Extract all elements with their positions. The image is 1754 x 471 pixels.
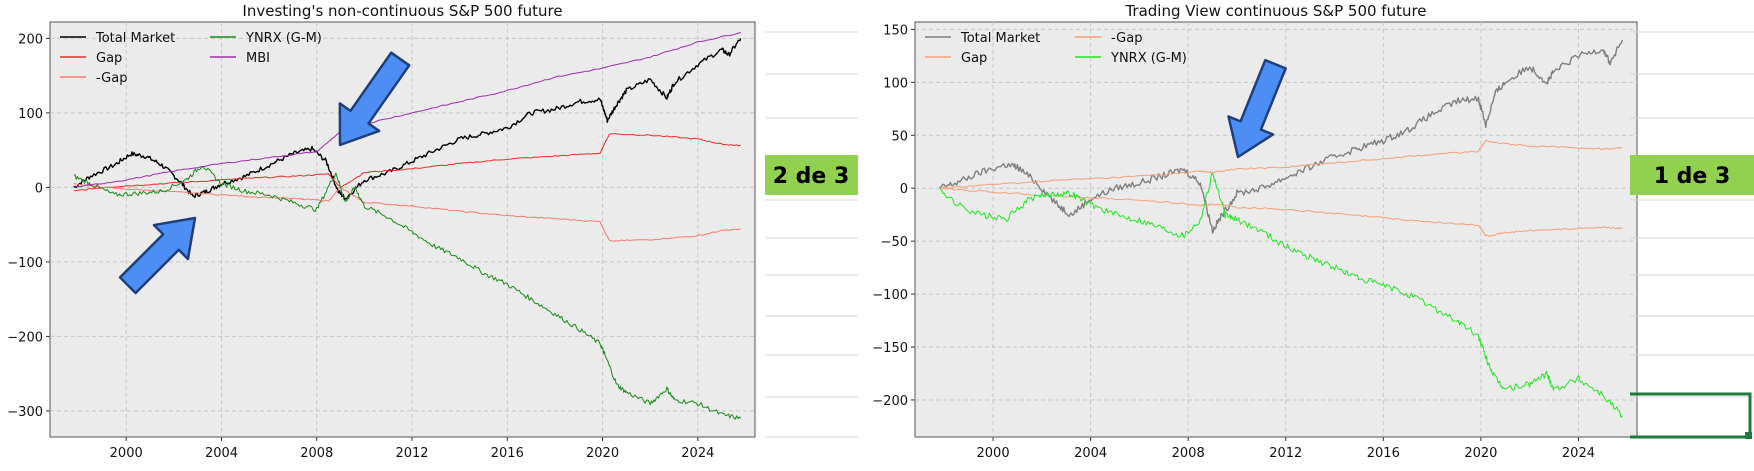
- y-tick-label: −300: [7, 405, 43, 420]
- badge-right: 1 de 3: [1654, 164, 1731, 189]
- series-line-3: [73, 182, 741, 242]
- y-tick-label: −100: [872, 288, 908, 303]
- x-tick-label: 2008: [300, 446, 333, 461]
- legend-label: -Gap: [1111, 31, 1142, 46]
- legend-label: Gap: [96, 51, 122, 66]
- x-tick-label: 2004: [1074, 446, 1107, 461]
- x-tick-label: 2000: [977, 446, 1010, 461]
- y-tick-label: 0: [35, 181, 43, 196]
- badge-left: 2 de 3: [773, 164, 850, 189]
- series-line-2: [73, 133, 741, 192]
- legend-label: Total Market: [95, 31, 175, 46]
- legend-label: YNRX (G-M): [1110, 51, 1187, 66]
- chart-title: Trading View continuous S&P 500 future: [1124, 2, 1426, 20]
- plot-area: [49, 21, 756, 438]
- legend-label: Total Market: [960, 31, 1040, 46]
- x-tick-label: 2012: [395, 446, 428, 461]
- x-tick-label: 2000: [110, 446, 143, 461]
- series-line-2: [939, 139, 1623, 189]
- series-line-1: [938, 39, 1624, 234]
- y-tick-label: −200: [7, 330, 43, 345]
- arrow-icon: [1227, 58, 1287, 159]
- y-tick-label: 100: [18, 107, 43, 122]
- x-tick-label: 2012: [1269, 446, 1302, 461]
- series-line-4: [938, 172, 1623, 418]
- arrow-shape: [118, 216, 197, 295]
- y-tick-label: −50: [881, 235, 908, 250]
- y-tick-label: 0: [900, 182, 908, 197]
- x-tick-label: 2020: [586, 446, 619, 461]
- x-tick-label: 2008: [1172, 446, 1205, 461]
- y-tick-label: 100: [883, 76, 908, 91]
- legend-label: YNRX (G-M): [245, 31, 322, 46]
- x-tick-label: 2004: [205, 446, 238, 461]
- legend-label: MBI: [246, 51, 270, 66]
- x-tick-label: 2016: [491, 446, 524, 461]
- x-tick-label: 2024: [681, 446, 714, 461]
- y-tick-label: 150: [883, 23, 908, 38]
- series-line-1: [73, 38, 742, 201]
- y-tick-label: 200: [18, 32, 43, 47]
- x-tick-label: 2020: [1464, 446, 1497, 461]
- cell-selection-frame: [1630, 392, 1752, 439]
- legend-label: -Gap: [96, 71, 127, 86]
- badge-right-bg: [1630, 155, 1754, 195]
- arrow-icon: [118, 216, 197, 295]
- y-tick-label: −150: [872, 341, 908, 356]
- x-tick-label: 2016: [1367, 446, 1400, 461]
- legend-label: Gap: [961, 51, 987, 66]
- series-line-4: [73, 166, 742, 420]
- y-tick-label: −100: [7, 256, 43, 271]
- series-line-5: [73, 31, 741, 188]
- x-tick-label: 2024: [1562, 446, 1595, 461]
- fill-handle: [1745, 432, 1752, 439]
- badge-left-bg: [765, 155, 858, 195]
- y-tick-label: 50: [891, 129, 908, 144]
- y-tick-label: −200: [872, 394, 908, 409]
- arrow-icon: [338, 51, 411, 147]
- chart-panel-2: Trading View continuous S&P 500 future −2…: [872, 2, 1638, 461]
- arrow-shape: [338, 51, 411, 147]
- arrow-shape: [1227, 58, 1287, 159]
- chart-title: Investing's non-continuous S&P 500 futur…: [242, 2, 562, 20]
